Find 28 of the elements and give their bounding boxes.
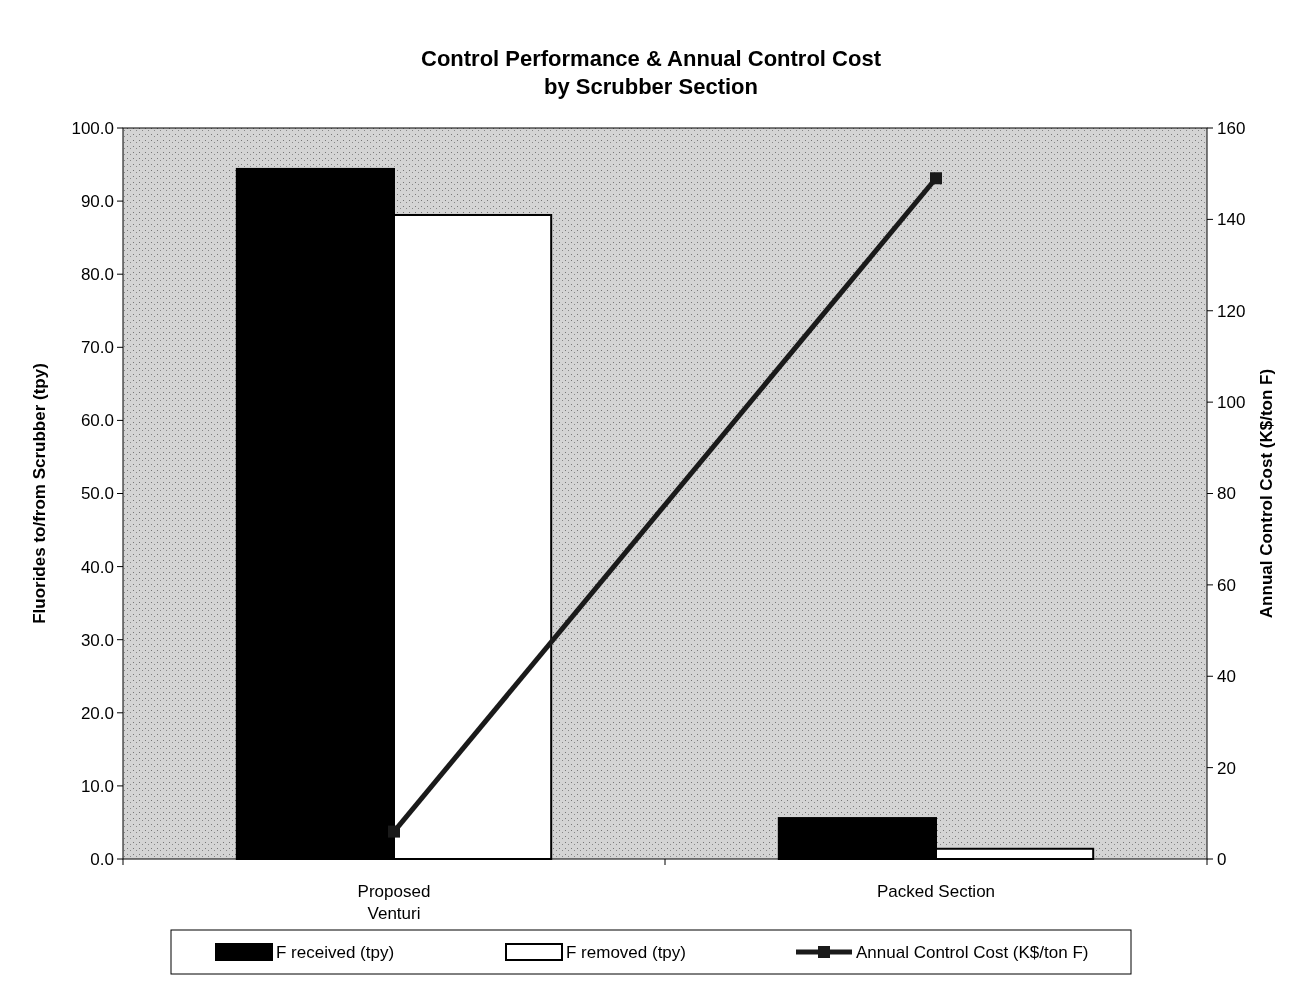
y-tick-label: 80.0 — [80, 265, 114, 285]
y-tick-label: 10.0 — [80, 776, 114, 796]
y2-axis-title: Annual Control Cost (K$/ton F) — [1257, 368, 1276, 619]
legend-label: Annual Control Cost (K$/ton F) — [856, 942, 1089, 962]
y-axis-title: Fluorides to/from Scrubber (tpy) — [30, 363, 49, 624]
y2-tick-label: 120 — [1217, 301, 1246, 321]
y2-tick-label: 0 — [1217, 849, 1227, 869]
y-tick-label: 20.0 — [80, 703, 114, 723]
y2-tick-label: 100 — [1217, 393, 1246, 413]
y-tick-label: 70.0 — [80, 338, 114, 358]
y2-tick-label: 140 — [1217, 210, 1246, 230]
y2-tick-label: 40 — [1217, 667, 1236, 687]
y-tick-label: 40.0 — [80, 557, 114, 577]
x-tick-label: Packed Section — [876, 882, 996, 901]
y2-tick-label: 80 — [1217, 484, 1236, 504]
x-tick-label: Proposed Venturi — [357, 882, 431, 923]
legend-label: F removed (tpy) — [566, 942, 686, 962]
y-tick-label: 60.0 — [80, 411, 114, 431]
y2-tick-label: 20 — [1217, 758, 1236, 778]
y-tick-label: 90.0 — [80, 192, 114, 212]
chart-title: Control Performance & Annual Control Cost by Scrubber Section — [421, 46, 882, 99]
y-tick-label: 100.0 — [71, 118, 114, 138]
y2-tick-label: 160 — [1217, 118, 1246, 138]
legend-label: F received (tpy) — [276, 942, 395, 962]
y-tick-label: 0.0 — [90, 849, 114, 869]
y2-tick-label: 60 — [1217, 575, 1236, 595]
y-tick-label: 50.0 — [80, 484, 114, 504]
y-tick-label: 30.0 — [80, 630, 114, 650]
